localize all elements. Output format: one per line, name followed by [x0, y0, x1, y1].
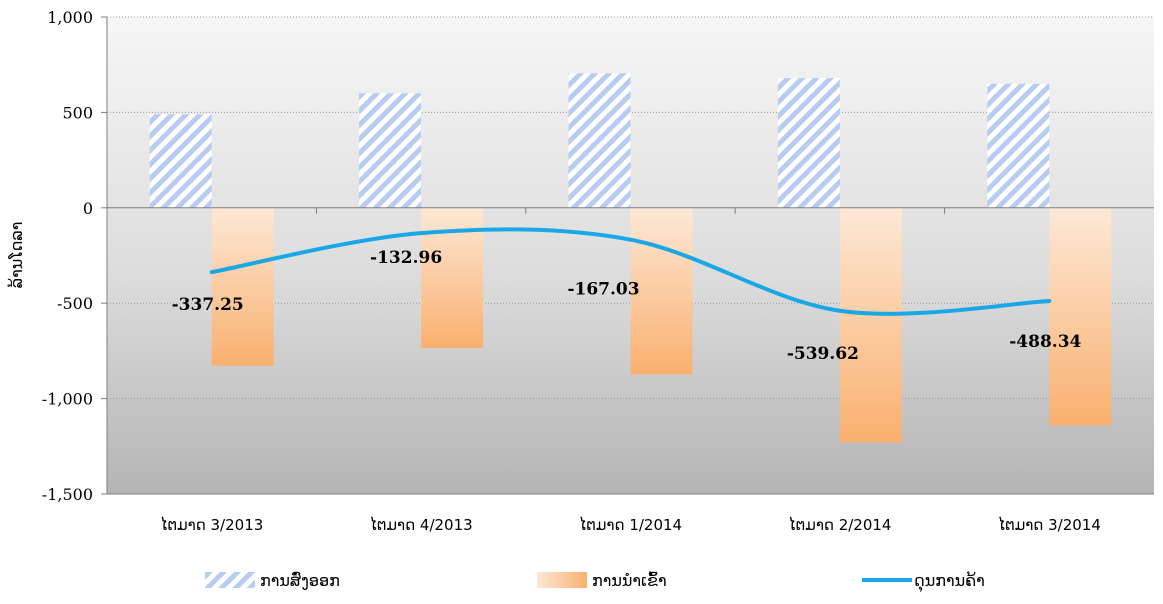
x-tick-label: ໄຕມາດ 4/2013 [370, 515, 473, 534]
bar-export [359, 93, 422, 208]
axes: 1,000 500 0 -500 -1,000 -1,500 ໄຕມາດ 3/2013 ໄຕມ… [42, 8, 1154, 534]
legend-label-export: ການສົ່ງອອກ [260, 571, 340, 590]
legend-label-balance: ດຸນການຄ້າ [914, 571, 985, 592]
bar-export [149, 114, 212, 208]
data-labels: -337.25 -132.96 -167.03 -539.62 -488.34 [172, 248, 1082, 364]
bar-export [777, 78, 840, 208]
y-tick-label: 1,000 [47, 8, 93, 27]
balance-line [209, 227, 1052, 316]
x-tick-label: ໄຕມາດ 1/2014 [579, 515, 682, 534]
x-tick-label: ໄຕມາດ 2/2014 [788, 515, 891, 534]
legend-swatch-export [205, 572, 255, 588]
data-label: -167.03 [567, 280, 639, 300]
legend-swatch-import [537, 572, 587, 588]
y-axis-label: ລ້ານໂດລາ [7, 222, 26, 289]
legend: ການສົ່ງອອກ ການນຳເຂົ້າ ດຸນການຄ້າ [205, 571, 985, 592]
x-tick-label: ໄຕມາດ 3/2014 [998, 515, 1101, 534]
y-tick-label: -1,000 [42, 390, 93, 409]
bar-import [839, 207, 902, 443]
data-label: -132.96 [370, 248, 442, 268]
y-tick-label: -1,500 [42, 485, 93, 504]
y-tick-label: -500 [57, 294, 93, 313]
y-tick-label: 0 [83, 199, 93, 218]
bar-export [987, 83, 1050, 208]
bar-export [568, 73, 631, 208]
data-label: -337.25 [172, 295, 244, 315]
data-label: -539.62 [787, 344, 859, 364]
data-label: -488.34 [1009, 332, 1081, 352]
line-series [209, 227, 1052, 316]
x-tick-label: ໄຕມາດ 3/2013 [160, 515, 263, 534]
bar-import [630, 207, 693, 375]
gridlines [107, 16, 1154, 400]
y-tick-label: 500 [62, 103, 93, 122]
legend-label-import: ການນຳເຂົ້າ [592, 571, 667, 590]
bar-import [1049, 207, 1112, 426]
bar-import [211, 207, 274, 366]
